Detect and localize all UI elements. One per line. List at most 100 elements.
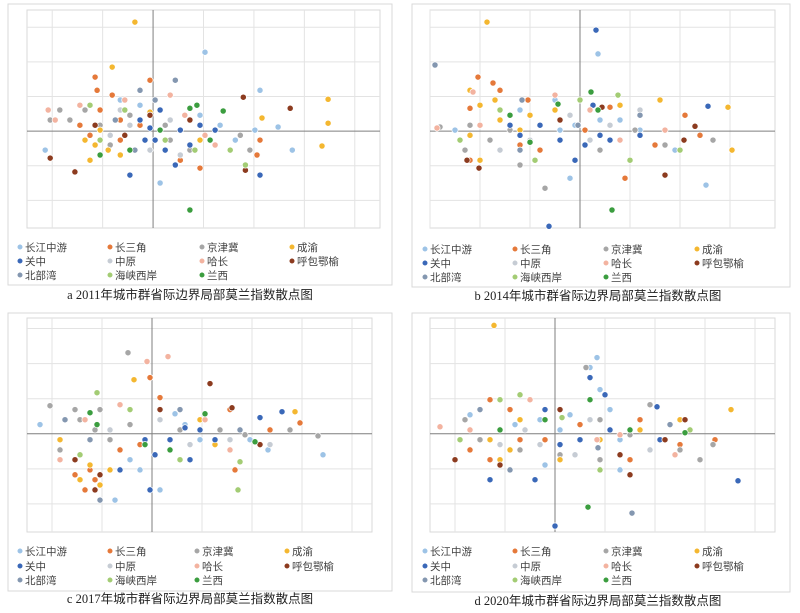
- scatter-point: [626, 426, 634, 434]
- legend-label: 关中: [430, 257, 451, 270]
- scatter-point: [201, 131, 209, 139]
- scatter-point: [246, 146, 254, 154]
- scatter-point: [646, 401, 654, 409]
- legend-marker: [511, 273, 519, 281]
- scatter-point: [86, 101, 94, 109]
- scatter-point: [146, 124, 154, 132]
- scatter-point: [206, 380, 214, 388]
- scatter-point: [318, 142, 326, 150]
- scatter-point: [291, 408, 299, 416]
- scatter-point: [551, 522, 559, 530]
- legend-label: 京津冀: [611, 545, 643, 558]
- scatter-point: [256, 414, 264, 422]
- scatter-point: [201, 410, 209, 418]
- scatter-point: [226, 146, 234, 154]
- scatter-point: [86, 131, 94, 139]
- scatter-point: [486, 456, 494, 464]
- scatter-point: [475, 164, 483, 172]
- scatter-point: [702, 181, 710, 189]
- scatter-point: [496, 441, 504, 449]
- scatter-point: [126, 171, 134, 179]
- scatter-point: [106, 426, 114, 434]
- scatter-point: [461, 146, 469, 154]
- scatter-point: [596, 146, 604, 154]
- scatter-point: [121, 131, 129, 139]
- scatter-point: [576, 96, 584, 104]
- scatter-point: [156, 106, 164, 114]
- scatter-point: [206, 136, 214, 144]
- scatter-point: [593, 354, 601, 362]
- scatter-point: [253, 151, 261, 159]
- scatter-point: [616, 101, 624, 109]
- scatter-point: [621, 174, 629, 182]
- scatter-point: [536, 441, 544, 449]
- scatter-point: [126, 421, 134, 429]
- scatter-point: [646, 446, 654, 454]
- scatter-point: [536, 121, 544, 129]
- scatter-point: [576, 421, 584, 429]
- scatter-point: [81, 416, 89, 424]
- scatter-point: [296, 419, 304, 427]
- legend-label: 中原: [115, 560, 136, 573]
- scatter-point: [586, 136, 594, 144]
- scatter-point: [151, 96, 159, 104]
- scatter-point: [596, 466, 604, 474]
- scatter-point: [526, 396, 534, 404]
- legend-label: 成渝: [297, 241, 318, 254]
- scatter-point: [728, 146, 736, 154]
- legend-marker: [693, 562, 701, 570]
- scatter-point: [734, 477, 742, 485]
- scatter-point: [116, 446, 124, 454]
- scatter-point: [236, 426, 244, 434]
- scatter-point: [606, 426, 614, 434]
- scatter-point: [116, 401, 124, 409]
- legend-label: 哈长: [207, 255, 228, 268]
- scatter-point: [581, 126, 589, 134]
- scatter-point: [516, 106, 524, 114]
- legend-label: 兰西: [611, 574, 632, 587]
- scatter-point: [476, 121, 484, 129]
- legend-marker: [106, 576, 114, 584]
- legend-label: 关中: [25, 560, 46, 573]
- scatter-point: [201, 48, 209, 56]
- scatter-point: [433, 124, 441, 132]
- scatter-point: [556, 456, 564, 464]
- scatter-point: [476, 406, 484, 414]
- scatter-point: [126, 456, 134, 464]
- scatter-point: [71, 168, 79, 176]
- scatter-point: [486, 436, 494, 444]
- scatter-point: [216, 426, 224, 434]
- legend-marker: [16, 562, 24, 570]
- legend-label: 海峡西岸: [520, 271, 562, 284]
- scatter-point: [46, 154, 54, 162]
- scatter-point: [556, 136, 564, 144]
- scatter-point: [186, 206, 194, 214]
- scatter-point: [51, 116, 59, 124]
- scatter-point: [596, 456, 604, 464]
- scatter-point: [681, 429, 689, 437]
- scatter-point: [136, 116, 144, 124]
- scatter-point: [696, 131, 704, 139]
- scatter-point: [586, 396, 594, 404]
- scatter-point: [176, 406, 184, 414]
- scatter-point: [231, 136, 239, 144]
- legend-marker: [193, 562, 201, 570]
- scatter-point: [236, 458, 244, 466]
- scatter-point: [176, 151, 184, 159]
- scatter-point: [96, 471, 104, 479]
- scatter-point: [86, 156, 94, 164]
- scatter-point: [651, 141, 659, 149]
- scatter-point: [314, 432, 322, 440]
- scatter-point: [93, 86, 101, 94]
- scatter-point: [526, 138, 534, 146]
- scatter-point: [81, 486, 89, 494]
- scatter-point: [121, 106, 129, 114]
- scatter-point: [108, 63, 116, 71]
- scatter-point: [56, 446, 64, 454]
- scatter-point: [146, 76, 154, 84]
- scatter-point: [116, 466, 124, 474]
- legend-marker: [693, 547, 701, 555]
- scatter-point: [626, 471, 634, 479]
- scatter-point: [556, 406, 564, 414]
